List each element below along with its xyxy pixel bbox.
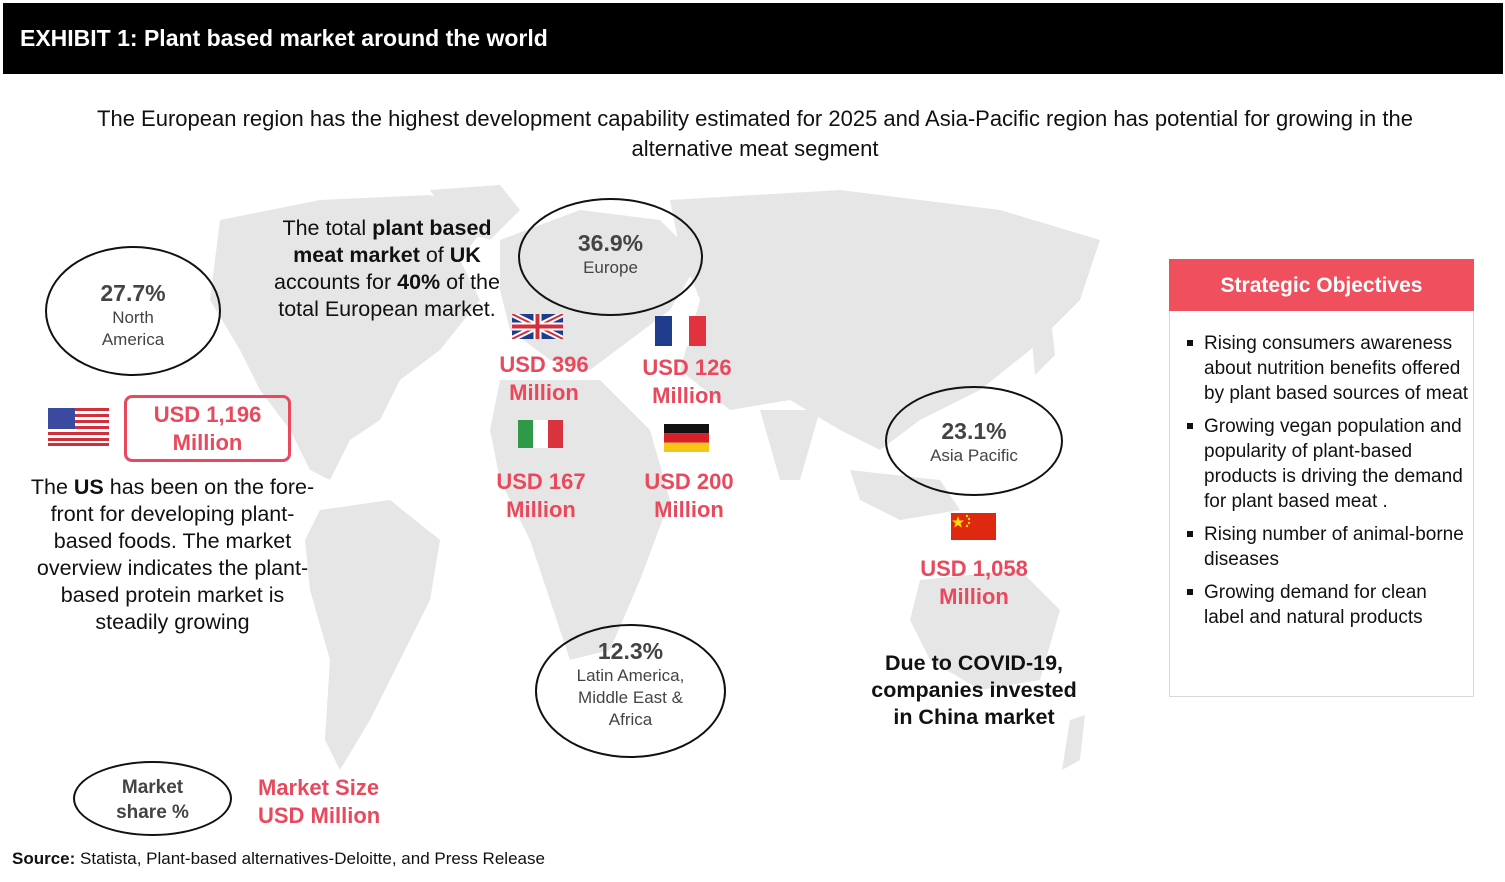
lamea-label-1: Latin America, <box>576 666 685 685</box>
europe-label: Europe <box>583 258 638 277</box>
legend-size-line-2: USD Million <box>258 803 381 828</box>
uk-note-text-3: accounts for <box>274 270 398 294</box>
uk-market-size-line-2: Million <box>509 380 579 405</box>
asia-pacific-share-ellipse: 23.1% Asia Pacific <box>885 386 1063 496</box>
uk-note-bold-2: UK <box>449 243 481 267</box>
asia-pacific-label: Asia Pacific <box>930 446 1018 465</box>
china-market-size-line-1: USD 1,058 <box>920 556 1028 581</box>
uk-note-text-2: of <box>419 243 450 267</box>
north-america-share: 27.7% <box>100 280 166 306</box>
germany-market-size-line-2: Million <box>654 497 724 522</box>
italy-flag-icon <box>518 420 563 448</box>
objective-item: Growing vegan population and popularity … <box>1184 414 1469 514</box>
uk-note-text-1: The total <box>282 216 373 240</box>
lamea-share-ellipse: 12.3% Latin America, Middle East & Afric… <box>535 624 726 758</box>
legend-share-ellipse: Market share % <box>73 761 232 836</box>
subtitle: The European region has the highest deve… <box>97 106 1413 161</box>
north-america-share-ellipse: 27.7% North America <box>45 246 221 376</box>
legend-size-line-1: Market Size <box>258 775 380 800</box>
objective-item: Rising number of animal-borne diseases <box>1184 522 1469 572</box>
north-america-label-2: America <box>101 330 165 349</box>
map-north-america <box>210 195 490 480</box>
lamea-label-2: Middle East & <box>578 688 683 707</box>
us-note-text-1: The <box>30 475 74 499</box>
objective-item: Rising consumers awareness about nutriti… <box>1184 331 1469 406</box>
italy-market-size: USD 167 Million <box>479 468 603 524</box>
europe-share: 36.9% <box>577 230 644 256</box>
uk-note: The total plant based meat market of UK … <box>262 215 512 323</box>
china-market-size: USD 1,058 Million <box>898 555 1050 611</box>
china-note-line-1: Due to COVID-19, <box>885 651 1063 675</box>
us-market-box <box>124 395 291 462</box>
source-text: Statista, Plant-based alternatives-Deloi… <box>75 849 545 868</box>
europe-share-ellipse: 36.9% Europe <box>518 198 703 316</box>
objective-item: Growing demand for clean label and natur… <box>1184 580 1469 630</box>
map-asia <box>670 190 1100 450</box>
strategic-objectives-panel <box>1169 259 1474 697</box>
us-market-size-line-2: Million <box>172 430 243 455</box>
legend-market-size: Market Size USD Million <box>258 774 380 830</box>
exhibit-title: EXHIBIT 1: Plant based market around the… <box>20 25 548 51</box>
uk-note-text-4: of the total European market. <box>278 270 500 321</box>
source-note: Source: Statista, Plant-based alternativ… <box>12 849 545 869</box>
france-market-size: USD 126 Million <box>625 354 749 410</box>
italy-market-size-line-1: USD 167 <box>496 469 586 494</box>
map-new-zealand <box>1062 715 1085 770</box>
us-flag-icon <box>48 408 109 446</box>
map-india <box>760 410 820 480</box>
uk-market-size-line-1: USD 396 <box>499 352 589 377</box>
legend-share-line-2: share % <box>116 802 189 823</box>
legend-share-line-1: Market <box>121 777 184 798</box>
source-label: Source: <box>12 849 76 868</box>
uk-flag-icon <box>512 314 563 339</box>
map-greenland <box>430 185 520 240</box>
us-note: The US has been on the fore-front for de… <box>30 474 315 636</box>
france-market-size-line-1: USD 126 <box>642 355 732 380</box>
uk-market-size: USD 396 Million <box>482 351 606 407</box>
north-america-label-1: North <box>112 308 154 327</box>
china-note: Due to COVID-19, companies invested in C… <box>850 650 1098 731</box>
uk-note-bold-1: plant based meat market <box>293 216 492 267</box>
asia-pacific-share: 23.1% <box>941 418 1007 444</box>
germany-flag-icon <box>664 424 709 452</box>
germany-market-size: USD 200 Million <box>627 468 751 524</box>
map-africa <box>490 380 670 660</box>
germany-market-size-line-1: USD 200 <box>644 469 734 494</box>
china-note-line-2: companies invested <box>871 678 1077 702</box>
china-flag-icon <box>951 513 996 540</box>
us-note-text-2: has been on the fore-front for developin… <box>36 475 315 634</box>
us-note-bold: US <box>73 475 104 499</box>
map-japan <box>1030 310 1055 375</box>
us-market-size: USD 1,196 Million <box>124 401 291 457</box>
map-south-america <box>305 500 440 770</box>
lamea-label-3: Africa <box>608 710 653 729</box>
lamea-share: 12.3% <box>597 638 664 664</box>
exhibit-header: EXHIBIT 1: Plant based market around the… <box>3 3 1503 74</box>
strategic-objectives-title: Strategic Objectives <box>1169 259 1474 311</box>
france-flag-icon <box>655 316 706 346</box>
china-market-size-line-2: Million <box>939 584 1009 609</box>
uk-note-bold-3: 40% <box>397 270 441 294</box>
china-note-line-3: in China market <box>893 705 1055 729</box>
france-market-size-line-2: Million <box>652 383 722 408</box>
italy-market-size-line-2: Million <box>506 497 576 522</box>
us-market-size-line-1: USD 1,196 <box>153 402 262 427</box>
map-australia <box>910 570 1060 690</box>
strategic-objectives-list: Rising consumers awareness about nutriti… <box>1184 331 1469 638</box>
